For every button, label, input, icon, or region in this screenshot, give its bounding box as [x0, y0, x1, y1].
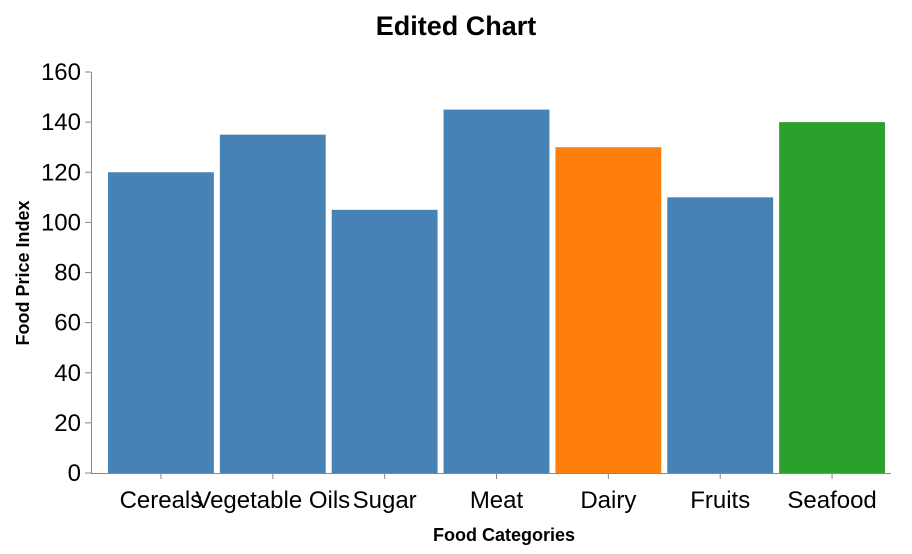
bar-vegetable-oils [219, 134, 326, 473]
bar-dairy [555, 147, 662, 473]
chart-title: Edited Chart [376, 11, 537, 41]
bar-meat [443, 109, 550, 473]
y-tick-label-20: 20 [54, 410, 81, 437]
y-tick-label-0: 0 [68, 460, 81, 487]
x-tick-label-seafood: Seafood [787, 487, 876, 514]
y-tick-label-160: 160 [41, 59, 81, 86]
x-tick-label-dairy: Dairy [580, 487, 636, 514]
y-tick-label-40: 40 [54, 360, 81, 387]
y-tick-label-140: 140 [41, 109, 81, 136]
x-tick-label-meat: Meat [470, 487, 524, 514]
x-tick-label-sugar: Sugar [353, 487, 417, 514]
x-tick-label-vegetable-oils: Vegetable Oils [195, 487, 350, 514]
y-axis-title: Food Price Index [13, 200, 33, 345]
y-axis: 0 20 40 60 80 100 120 140 160 [41, 59, 92, 487]
bar-cereals [108, 172, 214, 473]
bar-sugar [331, 209, 438, 473]
x-tick-label-cereals: Cereals [120, 487, 203, 514]
bars-layer [108, 109, 885, 473]
x-tick-label-fruits: Fruits [690, 487, 750, 514]
bar-seafood [779, 122, 885, 473]
bar-fruits [667, 197, 774, 473]
y-tick-label-60: 60 [54, 310, 81, 337]
x-axis-title: Food Categories [433, 525, 575, 545]
y-tick-label-120: 120 [41, 159, 81, 186]
y-tick-label-100: 100 [41, 209, 81, 236]
y-tick-label-80: 80 [54, 260, 81, 287]
